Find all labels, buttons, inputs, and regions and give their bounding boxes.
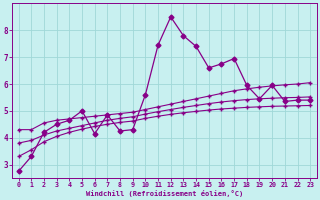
X-axis label: Windchill (Refroidissement éolien,°C): Windchill (Refroidissement éolien,°C): [86, 190, 243, 197]
